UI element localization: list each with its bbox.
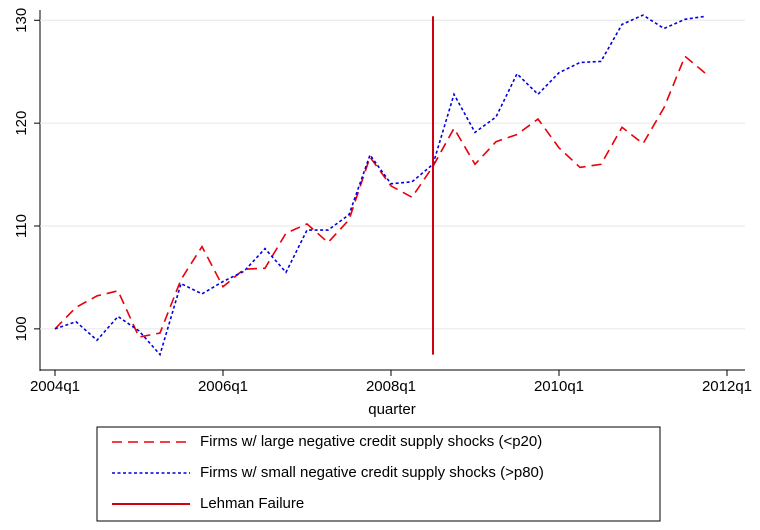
x-axis-label: quarter [368, 401, 416, 418]
x-tick-label: 2008q1 [366, 378, 416, 395]
y-tick-label: 100 [13, 316, 30, 341]
legend-label: Firms w/ small negative credit supply sh… [200, 464, 544, 481]
x-tick-label: 2004q1 [30, 378, 80, 395]
y-tick-label: 130 [13, 8, 30, 33]
y-tick-label: 120 [13, 111, 30, 136]
x-tick-label: 2010q1 [534, 378, 584, 395]
legend-label: Lehman Failure [200, 495, 304, 512]
series-line [54, 14, 707, 357]
x-tick-label: 2006q1 [198, 378, 248, 395]
legend-label: Firms w/ large negative credit supply sh… [200, 433, 542, 450]
legend [96, 426, 661, 522]
series-line [54, 54, 707, 339]
x-tick-label: 2012q1 [702, 378, 752, 395]
y-tick-label: 110 [13, 214, 30, 238]
